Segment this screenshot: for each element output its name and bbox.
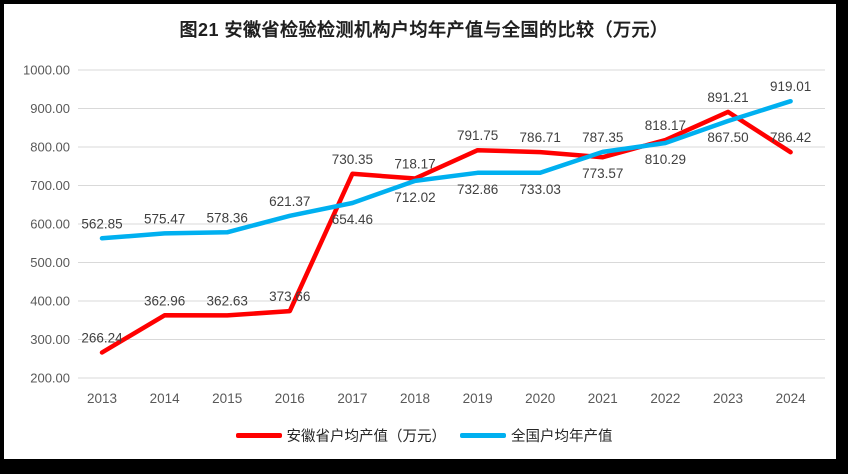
data-label: 730.35 [332,152,373,167]
y-axis-tick-label: 900.00 [30,101,70,116]
data-label: 891.21 [707,90,748,105]
y-axis-tick-label: 800.00 [30,140,70,155]
x-axis-tick-label: 2019 [463,391,493,406]
data-label: 654.46 [332,212,373,227]
chart-legend: 安徽省户均产值（万元） 全国户均年产值 [0,425,848,446]
legend-item-anhui: 安徽省户均产值（万元） [235,425,447,446]
data-label: 787.35 [582,130,623,145]
data-label: 362.63 [207,293,248,308]
y-axis-tick-label: 600.00 [30,217,70,232]
x-axis-tick-label: 2024 [776,391,807,406]
chart-title: 图21 安徽省检验检测机构户均年产值与全国的比较（万元） [179,20,669,40]
data-label: 718.17 [394,157,435,172]
x-axis-tick-label: 2017 [337,391,367,406]
y-axis-tick-label: 500.00 [30,255,70,270]
red-line-swatch-icon [235,433,282,438]
x-axis-tick-label: 2015 [212,391,242,406]
y-axis-tick-label: 300.00 [30,332,70,347]
x-axis-tick-label: 2014 [150,391,181,406]
x-axis-tick-label: 2018 [400,391,430,406]
data-label: 266.24 [81,330,123,345]
x-axis-tick-label: 2023 [713,391,743,406]
blue-line-swatch-icon [460,433,506,438]
data-label: 733.03 [520,182,561,197]
data-label: 786.71 [520,130,561,145]
data-label: 786.42 [770,130,811,145]
frame-border-left [0,0,4,474]
data-label: 578.36 [207,210,248,225]
x-axis-tick-label: 2021 [588,391,618,406]
x-axis-tick-label: 2016 [275,391,305,406]
data-label: 818.17 [645,118,686,133]
y-axis-tick-label: 700.00 [30,178,70,193]
data-label: 562.85 [81,216,122,231]
data-label: 362.96 [144,293,185,308]
series-line-1 [99,98,793,241]
data-label: 810.29 [645,152,686,167]
legend-item-national: 全国户均年产值 [460,425,613,446]
series-line-0 [99,109,793,355]
data-label: 791.75 [457,128,498,143]
legend-label-anhui: 安徽省户均产值（万元） [286,429,447,445]
y-axis-tick-label: 1000.00 [23,63,70,78]
y-axis-tick-label: 200.00 [30,371,70,386]
data-label: 732.86 [457,182,498,197]
data-label: 919.01 [770,79,811,94]
data-label: 712.02 [394,190,435,205]
y-axis-tick-label: 400.00 [30,294,70,309]
data-label: 867.50 [707,130,748,145]
data-label: 621.37 [269,194,310,209]
frame-border-bottom [0,459,848,474]
legend-label-national: 全国户均年产值 [511,429,613,445]
data-label: 575.47 [144,211,185,226]
x-axis-tick-label: 2020 [525,391,555,406]
x-axis-tick-label: 2022 [650,391,680,406]
frame-border-top [0,0,848,4]
data-label: 373.66 [269,289,310,304]
x-axis-tick-label: 2013 [87,391,117,406]
frame-border-right [836,0,848,474]
data-label: 773.57 [582,166,623,181]
